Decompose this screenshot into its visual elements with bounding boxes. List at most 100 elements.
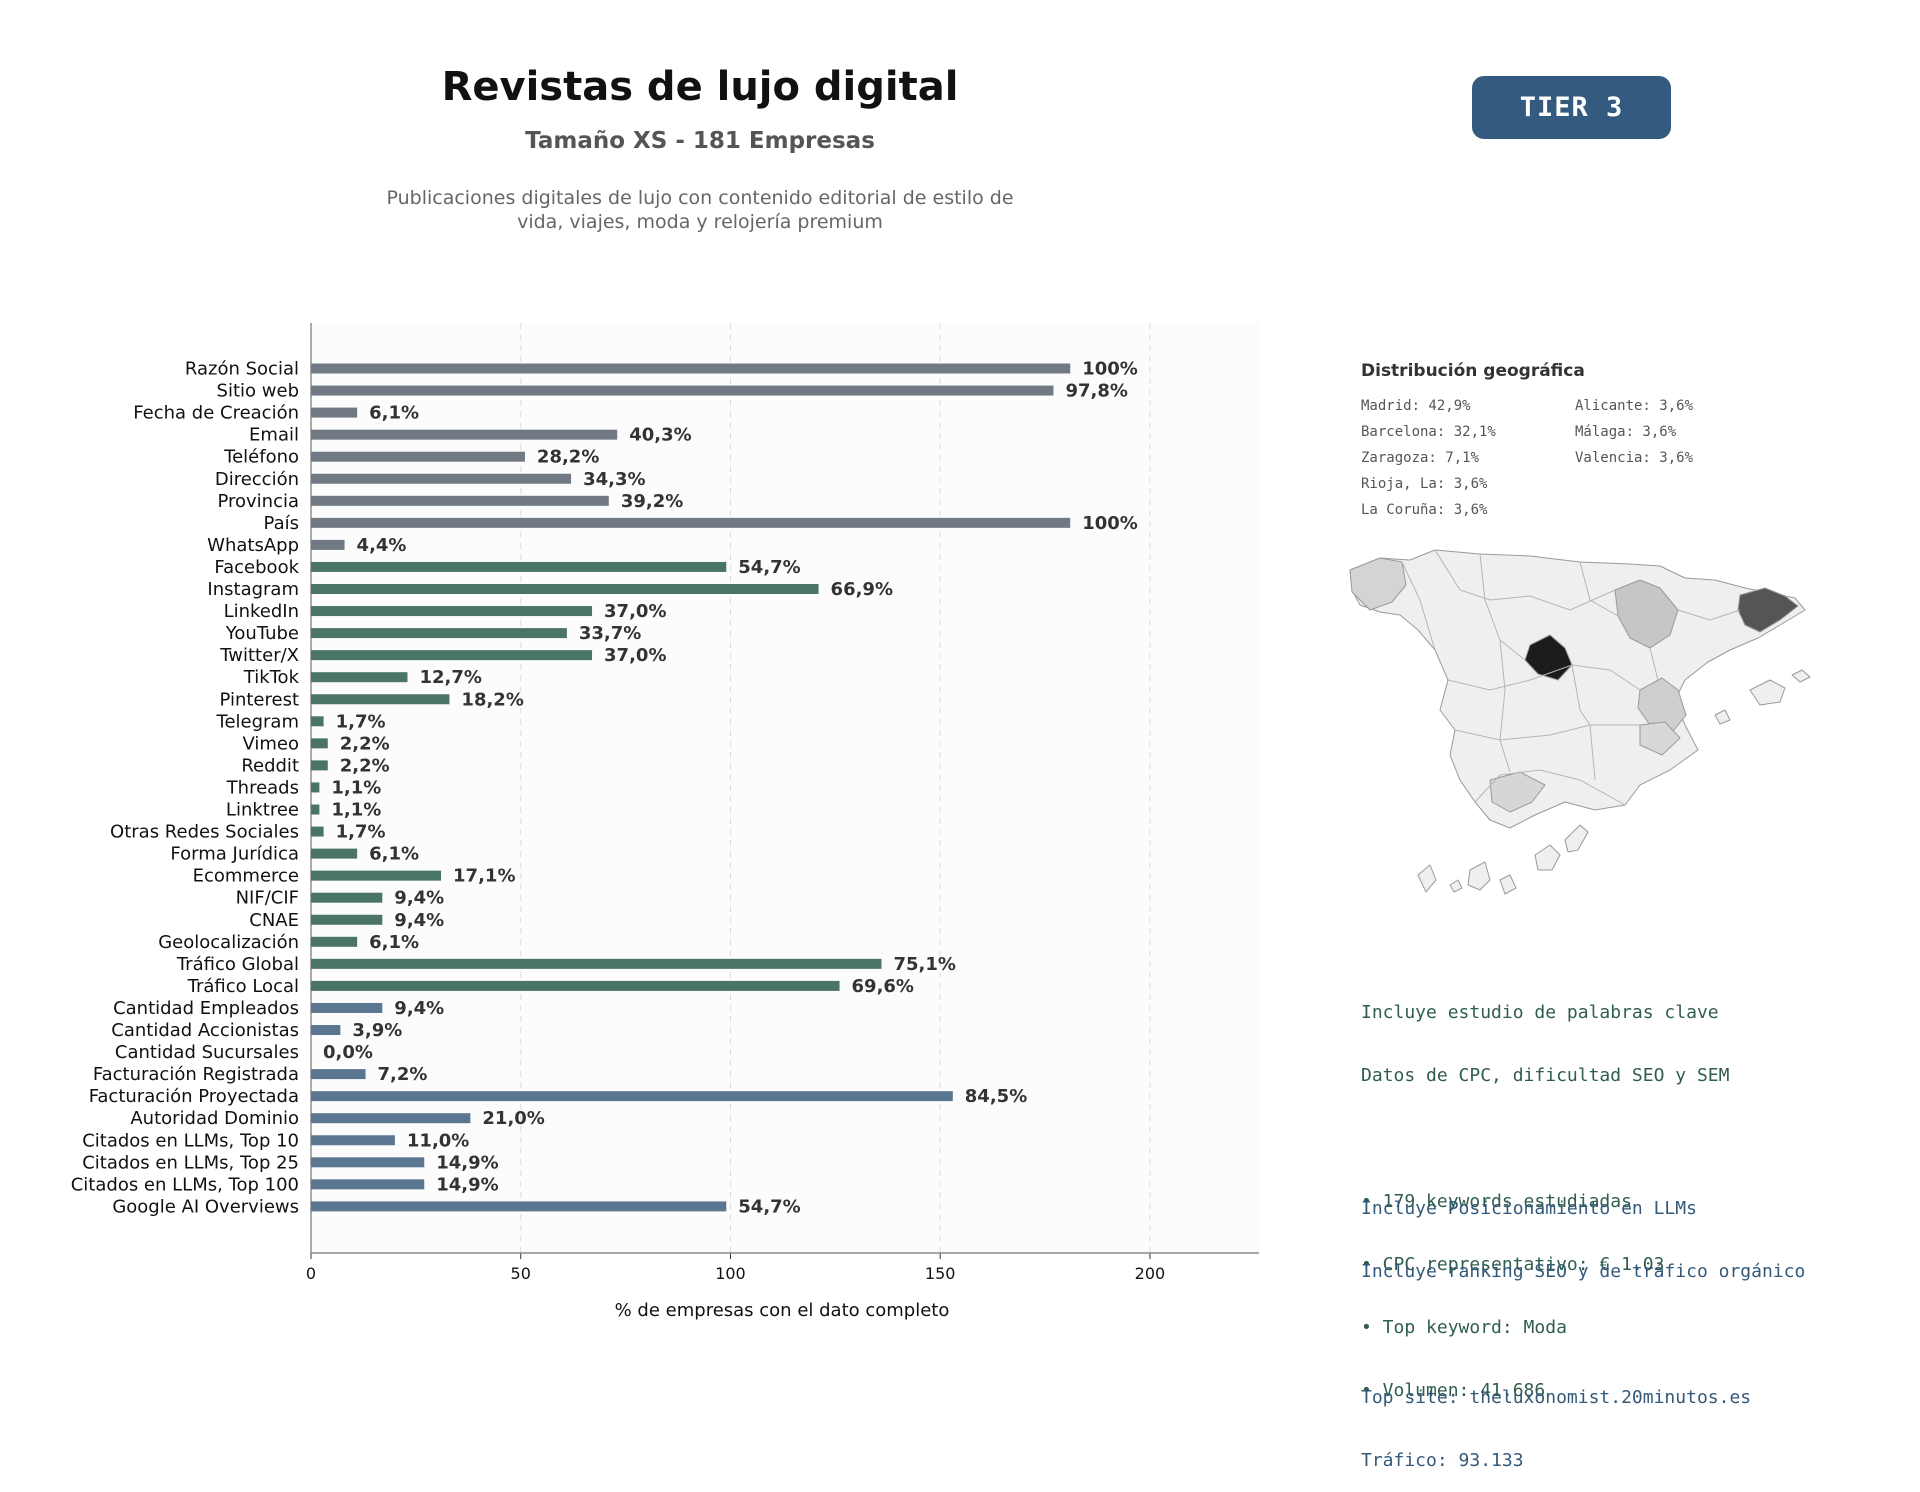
spain-map xyxy=(1349,549,1811,895)
island-shape xyxy=(1534,844,1561,871)
bar xyxy=(311,363,1071,374)
tier-badge: TIER 3 xyxy=(1472,76,1671,139)
region-shape xyxy=(1737,587,1799,633)
category-label: Sitio web xyxy=(217,381,299,402)
bar xyxy=(311,848,358,859)
category-label: Instagram xyxy=(207,579,299,600)
category-label: Pinterest xyxy=(219,689,299,710)
category-label: Reddit xyxy=(241,755,299,776)
category-label: Facturación Registrada xyxy=(93,1064,299,1085)
category-label: Citados en LLMs, Top 10 xyxy=(82,1130,299,1151)
category-label: Threads xyxy=(226,777,299,798)
bar xyxy=(311,1201,727,1212)
x-tick-label: 150 xyxy=(925,1264,956,1283)
province-border xyxy=(1401,561,1436,651)
category-label: Tráfico Global xyxy=(176,954,299,975)
category-label: Fecha de Creación xyxy=(133,403,299,424)
category-label: Vimeo xyxy=(242,733,299,754)
value-label: 9,4% xyxy=(394,998,444,1019)
value-label: 100% xyxy=(1082,513,1138,534)
category-label: Tráfico Local xyxy=(187,976,299,997)
x-axis-label: % de empresas con el dato completo xyxy=(615,1300,950,1321)
value-label: 14,9% xyxy=(436,1174,498,1195)
category-label: LinkedIn xyxy=(224,601,299,622)
bar xyxy=(311,936,358,947)
bar xyxy=(311,1025,341,1035)
top-site: Top site: theluxonomist.20minutos.es xyxy=(1361,1387,1752,1408)
bar xyxy=(311,1069,366,1080)
category-label: NIF/CIF xyxy=(236,888,299,909)
category-label: Cantidad Sucursales xyxy=(115,1042,299,1063)
x-tick-label: 0 xyxy=(306,1264,316,1283)
value-label: 54,7% xyxy=(738,1196,800,1217)
value-label: 1,7% xyxy=(336,711,386,732)
province-border xyxy=(1579,561,1619,617)
bar xyxy=(311,980,840,991)
description-line: Publicaciones digitales de lujo con cont… xyxy=(386,187,1014,209)
keywords-line: Datos de CPC, dificultad SEO y SEM xyxy=(1361,1065,1730,1086)
bar xyxy=(311,914,383,925)
bar xyxy=(311,429,618,440)
bar xyxy=(311,495,609,506)
geo-item: Madrid: 42,9% xyxy=(1361,398,1471,414)
geo-item: Valencia: 3,6% xyxy=(1575,450,1694,466)
value-label: 17,1% xyxy=(453,866,515,887)
bar xyxy=(311,628,567,639)
category-label: Teléfono xyxy=(223,447,299,468)
island-shape xyxy=(1749,679,1786,706)
province-border xyxy=(1649,647,1659,681)
geo-distribution-list: Madrid: 42,9% Barcelona: 32,1% Zaragoza:… xyxy=(1361,398,1721,528)
island-shape xyxy=(1564,824,1589,853)
value-label: 6,1% xyxy=(369,844,419,865)
value-label: 1,1% xyxy=(331,777,381,798)
value-label: 34,3% xyxy=(583,469,645,490)
category-label: País xyxy=(264,513,299,534)
keywords-block: Incluye estudio de palabras clave Datos … xyxy=(1361,960,1729,1422)
province-border xyxy=(1434,549,1616,611)
value-label: 11,0% xyxy=(407,1130,469,1151)
island-shape xyxy=(1467,861,1491,891)
value-label: 14,9% xyxy=(436,1152,498,1173)
bar xyxy=(311,561,727,572)
value-label: 66,9% xyxy=(831,579,893,600)
bar xyxy=(311,1113,471,1124)
bar xyxy=(311,716,324,727)
bar xyxy=(311,517,1071,528)
page-subtitle: Tamaño XS - 181 Empresas xyxy=(525,128,875,154)
value-label: 54,7% xyxy=(738,557,800,578)
bar xyxy=(311,694,450,705)
category-label: Telegram xyxy=(216,711,299,732)
category-label: Citados en LLMs, Top 100 xyxy=(71,1174,299,1195)
island-shape xyxy=(1791,669,1811,683)
llm-block: Incluye Posicionamiento en LLMs Incluye … xyxy=(1361,1156,1805,1492)
bar xyxy=(311,1002,383,1013)
bar xyxy=(311,826,324,837)
category-label: Ecommerce xyxy=(193,866,299,887)
geo-title: Distribución geográfica xyxy=(1361,361,1585,381)
bar xyxy=(311,606,593,617)
category-label: Email xyxy=(249,425,299,446)
province-border xyxy=(1499,639,1511,773)
geo-item: Málaga: 3,6% xyxy=(1575,424,1677,440)
category-label: Citados en LLMs, Top 25 xyxy=(82,1152,299,1173)
category-label: Cantidad Accionistas xyxy=(111,1020,299,1041)
category-label: Autoridad Dominio xyxy=(130,1108,299,1129)
value-label: 75,1% xyxy=(893,954,955,975)
island-shape xyxy=(1449,879,1463,893)
value-label: 3,9% xyxy=(352,1020,402,1041)
region-shape xyxy=(1614,579,1679,649)
bar xyxy=(311,650,593,661)
category-label: Twitter/X xyxy=(219,645,299,666)
geo-item: Barcelona: 32,1% xyxy=(1361,424,1496,440)
bar xyxy=(311,738,328,749)
bar xyxy=(311,385,1054,396)
category-label: CNAE xyxy=(249,910,299,931)
page-title: Revistas de lujo digital xyxy=(441,64,959,110)
bar xyxy=(311,1091,953,1102)
category-label: Facturación Proyectada xyxy=(89,1086,299,1107)
bar xyxy=(311,782,320,793)
value-label: 7,2% xyxy=(378,1064,428,1085)
value-label: 100% xyxy=(1082,359,1138,380)
value-label: 37,0% xyxy=(604,645,666,666)
geo-item: Alicante: 3,6% xyxy=(1575,398,1694,414)
